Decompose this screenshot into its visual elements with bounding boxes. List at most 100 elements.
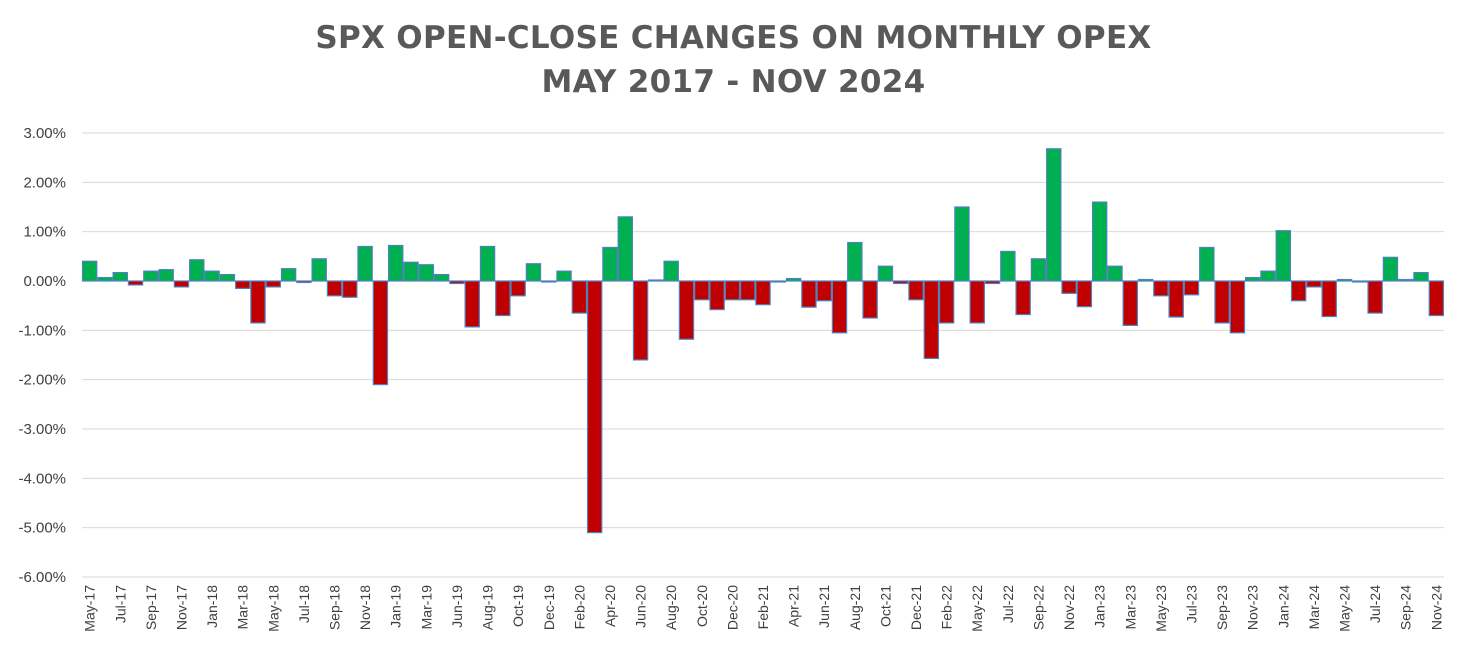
y-tick-label: 1.00% (23, 224, 66, 241)
bar-oct-17 (158, 269, 174, 282)
bar-oct-22 (1046, 148, 1062, 282)
bars (81, 148, 1445, 534)
x-tick-label: Jun-19 (449, 585, 465, 628)
bar-sep-22 (1030, 258, 1047, 282)
bar-nov-24 (1428, 280, 1445, 317)
bar-aug-21 (847, 241, 863, 282)
bar-oct-20 (694, 280, 710, 301)
bar-mar-24 (1306, 280, 1322, 288)
x-tick-label: Jul-17 (112, 585, 128, 623)
bar-aug-22 (1015, 280, 1031, 316)
x-tick-label: Aug-21 (847, 585, 863, 630)
y-tick-label: 3.00% (23, 125, 66, 142)
bar-may-20 (617, 216, 633, 282)
x-tick-label: Dec-20 (724, 585, 740, 630)
x-tick-label: Oct-21 (877, 585, 893, 627)
x-tick-label: Mar-18 (235, 585, 251, 630)
bar-jun-21 (816, 280, 832, 302)
bar-jan-23 (1091, 201, 1108, 282)
y-tick-label: -4.00% (18, 470, 66, 487)
bar-sep-20 (678, 280, 695, 340)
x-tick-label: Jan-24 (1275, 585, 1291, 628)
x-tick-label: Sep-23 (1214, 585, 1230, 630)
bar-feb-21 (755, 280, 771, 306)
x-tick-label: Jul-24 (1367, 585, 1383, 623)
y-tick-label: -6.00% (18, 569, 66, 586)
bar-nov-23 (1244, 276, 1261, 282)
bar-may-21 (801, 280, 817, 308)
bar-may-17 (81, 260, 98, 282)
bar-jul-21 (831, 280, 848, 334)
x-tick-label: Oct-19 (510, 585, 526, 627)
bar-jul-19 (464, 280, 480, 328)
x-tick-label: May-23 (1153, 585, 1169, 632)
bar-may-22 (969, 280, 985, 324)
bar-jun-18 (280, 268, 297, 282)
bar-oct-24 (1413, 272, 1429, 282)
x-tick-label: Sep-22 (1030, 585, 1046, 630)
bar-jan-22 (923, 280, 940, 360)
x-tick-label: Sep-18 (327, 585, 343, 630)
bar-jan-20 (556, 270, 572, 282)
bar-aug-19 (479, 245, 496, 282)
bar-oct-19 (510, 280, 526, 297)
bar-dec-21 (908, 280, 924, 301)
bar-sep-18 (326, 280, 343, 297)
bar-dec-20 (724, 280, 741, 301)
bar-apr-21 (785, 277, 802, 282)
bar-feb-18 (219, 273, 236, 282)
bar-jul-20 (648, 279, 664, 282)
bar-jun-22 (984, 280, 1001, 285)
x-tick-label: Jun-20 (633, 585, 649, 628)
x-tick-label: Jan-18 (204, 585, 220, 628)
x-tick-label: Nov-23 (1245, 585, 1261, 630)
bar-aug-18 (311, 258, 327, 282)
bar-mar-20 (586, 280, 603, 534)
bar-aug-20 (663, 260, 679, 282)
bar-oct-18 (342, 280, 358, 298)
bar-sep-17 (143, 270, 159, 282)
bar-mar-19 (418, 264, 435, 282)
bar-sep-24 (1398, 278, 1414, 282)
bar-feb-23 (1107, 265, 1123, 282)
y-tick-label: -3.00% (18, 421, 66, 438)
bar-apr-20 (602, 246, 618, 282)
bar-feb-24 (1290, 280, 1307, 302)
bar-mar-23 (1122, 280, 1138, 327)
bar-dec-18 (372, 280, 389, 386)
x-tick-label: Nov-24 (1428, 585, 1444, 630)
x-axis-ticks: May-17 Jul-17 Sep-17 Nov-17 Jan-18 Mar-18 May-… (82, 585, 1445, 632)
x-tick-label: Jul-23 (1183, 585, 1199, 623)
bar-dec-23 (1260, 270, 1276, 282)
x-tick-label: Mar-24 (1306, 585, 1322, 630)
x-tick-label: May-17 (82, 585, 98, 632)
x-tick-label: Aug-19 (480, 585, 496, 630)
x-tick-label: Sep-24 (1398, 585, 1414, 630)
y-tick-label: -5.00% (18, 520, 66, 537)
y-tick-label: -1.00% (18, 322, 66, 339)
bar-dec-22 (1076, 280, 1093, 308)
bar-dec-19 (541, 280, 557, 283)
bar-sep-23 (1214, 280, 1230, 324)
bar-mar-18 (234, 280, 251, 290)
x-tick-label: May-24 (1337, 585, 1353, 632)
bar-jan-24 (1275, 230, 1292, 282)
y-tick-label: 0.00% (23, 273, 66, 290)
bar-may-18 (265, 280, 282, 288)
bar-jun-19 (449, 280, 465, 285)
bar-nov-22 (1061, 280, 1077, 294)
bar-jun-24 (1352, 280, 1368, 283)
bar-sep-19 (495, 280, 511, 317)
bar-jun-20 (632, 280, 649, 361)
x-tick-label: May-22 (969, 585, 985, 632)
bar-nov-17 (173, 280, 190, 288)
bar-nov-19 (525, 263, 542, 282)
x-tick-label: Feb-21 (755, 585, 771, 630)
x-tick-label: Dec-19 (541, 585, 557, 630)
x-tick-label: Dec-21 (908, 585, 924, 630)
x-tick-label: Jul-18 (296, 585, 312, 623)
bar-sep-21 (862, 280, 878, 319)
x-tick-label: Nov-22 (1061, 585, 1077, 630)
bar-aug-17 (127, 280, 144, 286)
bar-feb-22 (938, 280, 955, 324)
